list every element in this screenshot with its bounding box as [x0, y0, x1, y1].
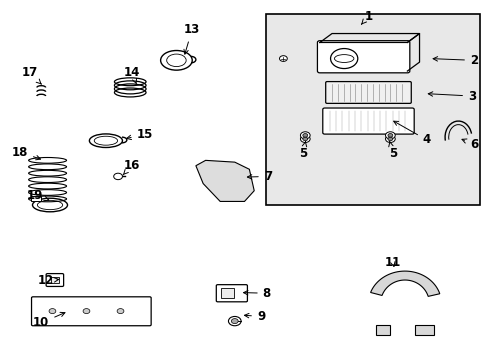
Text: 11: 11 — [384, 256, 400, 269]
Circle shape — [228, 316, 241, 326]
Polygon shape — [375, 325, 389, 336]
Text: 3: 3 — [427, 90, 475, 103]
Text: 4: 4 — [393, 121, 430, 147]
FancyBboxPatch shape — [266, 14, 479, 205]
Text: 17: 17 — [21, 66, 41, 84]
FancyBboxPatch shape — [46, 274, 63, 287]
Circle shape — [83, 309, 90, 314]
Text: 10: 10 — [33, 312, 65, 329]
FancyBboxPatch shape — [325, 82, 410, 103]
Text: 18: 18 — [12, 146, 41, 160]
FancyBboxPatch shape — [221, 288, 233, 298]
Circle shape — [49, 309, 56, 314]
Polygon shape — [370, 271, 439, 296]
FancyBboxPatch shape — [216, 285, 247, 302]
Circle shape — [279, 56, 287, 62]
Text: 7: 7 — [247, 170, 271, 183]
Circle shape — [117, 309, 123, 314]
Text: 5: 5 — [298, 142, 306, 161]
Circle shape — [300, 132, 309, 139]
Polygon shape — [196, 160, 254, 202]
Text: 8: 8 — [243, 287, 270, 300]
FancyBboxPatch shape — [30, 196, 41, 202]
Polygon shape — [414, 325, 433, 336]
Circle shape — [385, 132, 394, 139]
Text: 15: 15 — [126, 128, 153, 141]
Text: 19: 19 — [26, 189, 49, 202]
Circle shape — [302, 137, 307, 141]
Circle shape — [387, 134, 392, 137]
Text: 2: 2 — [432, 54, 477, 67]
Circle shape — [387, 137, 392, 141]
Circle shape — [231, 319, 238, 324]
Text: 13: 13 — [183, 23, 200, 54]
FancyBboxPatch shape — [322, 108, 413, 134]
Text: 1: 1 — [361, 10, 372, 24]
Text: 6: 6 — [461, 138, 477, 151]
FancyBboxPatch shape — [51, 277, 59, 283]
Text: 12: 12 — [38, 274, 59, 287]
Circle shape — [385, 135, 394, 143]
Circle shape — [300, 135, 309, 143]
FancyBboxPatch shape — [317, 41, 409, 73]
Text: 9: 9 — [244, 310, 264, 323]
Circle shape — [302, 134, 307, 137]
FancyBboxPatch shape — [31, 297, 151, 326]
Circle shape — [114, 173, 122, 180]
Text: 14: 14 — [123, 66, 140, 84]
Text: 16: 16 — [122, 159, 140, 175]
Text: 5: 5 — [388, 142, 396, 161]
